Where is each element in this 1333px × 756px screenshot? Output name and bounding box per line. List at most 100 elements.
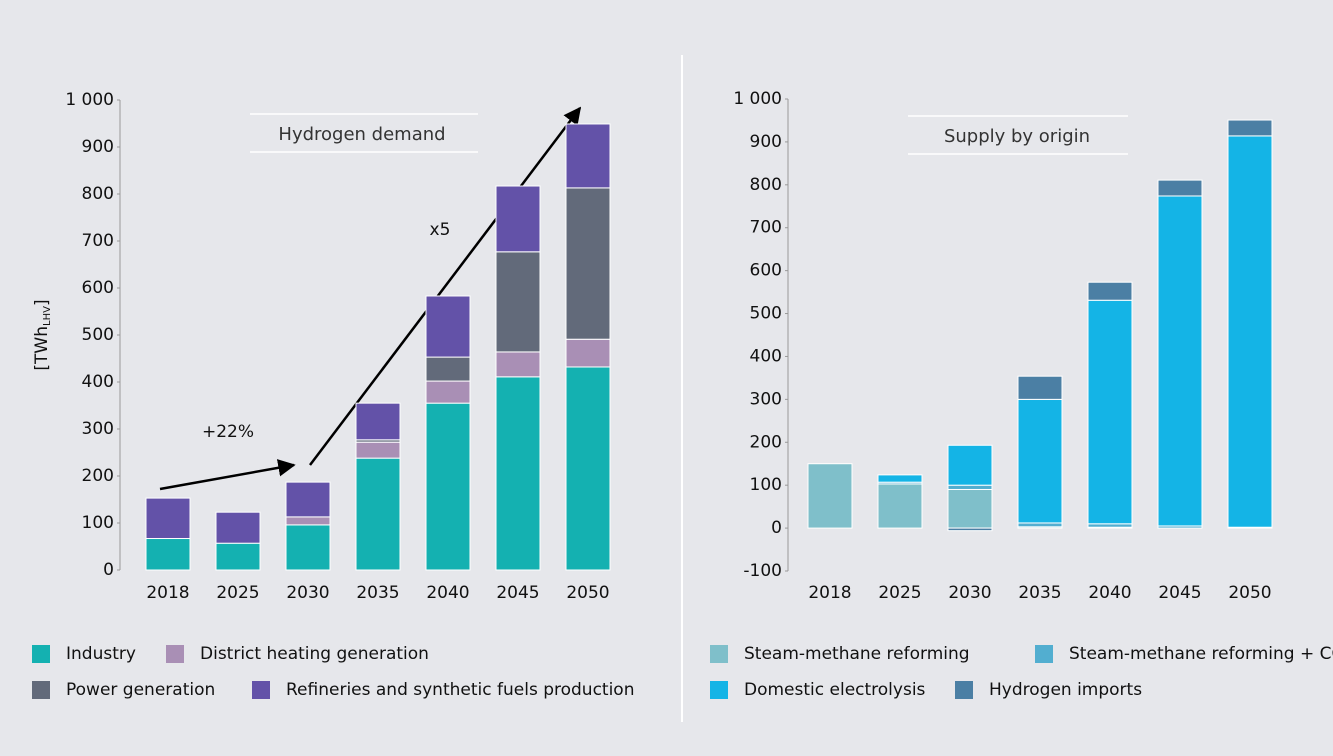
y-tick-label: 200 <box>82 466 114 486</box>
x-tick-label: 2030 <box>286 583 329 603</box>
y-tick-label: 500 <box>82 325 114 345</box>
x-tick-label: 2040 <box>1088 583 1131 603</box>
label-sub: LHV <box>42 306 53 326</box>
y-tick-label: 800 <box>750 175 782 195</box>
y-tick-label: 500 <box>750 304 782 324</box>
y-tick-label: 700 <box>82 231 114 251</box>
bar-segment <box>1227 119 1273 137</box>
bar-segment <box>1017 375 1063 400</box>
y-tick-label: 600 <box>750 261 782 281</box>
bar-segment <box>565 366 611 571</box>
legend-label: Refineries and synthetic fuels productio… <box>286 680 634 700</box>
bar-segment <box>215 511 261 544</box>
bar-segment <box>565 187 611 340</box>
y-tick-label: 800 <box>82 184 114 204</box>
bar-segment <box>285 481 331 518</box>
y-tick-label: 900 <box>750 132 782 152</box>
bar-segment <box>877 483 923 529</box>
x-tick-label: 2025 <box>878 583 921 603</box>
bar-segment <box>495 376 541 571</box>
bar-segment <box>947 484 993 490</box>
bar-segment <box>877 474 923 483</box>
arrow <box>159 459 296 491</box>
bar-segment <box>495 251 541 353</box>
bar-segment <box>1017 522 1063 528</box>
bar-segment <box>565 123 611 189</box>
x-tick-label: 2050 <box>566 583 609 603</box>
bar-segment <box>1157 195 1203 527</box>
bar-segment <box>425 380 471 404</box>
bar-segment <box>495 185 541 253</box>
legend-swatch <box>955 681 973 699</box>
legend-label: Steam-methane reforming <box>744 644 970 664</box>
bar-segment <box>947 488 993 529</box>
bar-segment <box>947 444 993 486</box>
y-tick-label: 700 <box>750 218 782 238</box>
legend-label: Industry <box>66 644 136 664</box>
legend-label: District heating generation <box>200 644 429 664</box>
label-part: [TWh <box>32 326 52 371</box>
bar-segment <box>1157 179 1203 197</box>
y-tick-label: 300 <box>82 419 114 439</box>
bar-segment <box>355 457 401 571</box>
legend-label: Domestic electrolysis <box>744 680 926 700</box>
y-tick-label: 0 <box>771 518 782 538</box>
x-tick-label: 2035 <box>356 583 399 603</box>
legend-label: Hydrogen imports <box>989 680 1142 700</box>
x-tick-label: 2030 <box>948 583 991 603</box>
y-tick-label: 300 <box>750 389 782 409</box>
bar-segment <box>355 402 401 441</box>
y-tick-label: 400 <box>750 346 782 366</box>
y-tick-label: 600 <box>82 278 114 298</box>
x-tick-label: 2025 <box>216 583 259 603</box>
y-tick-label: 0 <box>103 560 114 580</box>
legend-swatch <box>252 681 270 699</box>
bar-segment <box>355 441 401 459</box>
x-tick-label: 2018 <box>808 583 851 603</box>
bar-segment <box>1087 523 1133 528</box>
legend-swatch <box>32 645 50 663</box>
legend-swatch <box>1035 645 1053 663</box>
x-tick-label: 2045 <box>1158 583 1201 603</box>
bar-segment <box>145 497 191 540</box>
bar-segment <box>565 338 611 368</box>
bar-segment <box>425 402 471 571</box>
x-tick-label: 2050 <box>1228 583 1271 603</box>
y-tick-label: 100 <box>750 475 782 495</box>
bar-segment <box>1087 299 1133 525</box>
arrow <box>309 106 582 466</box>
chart-title: Hydrogen demand <box>278 124 445 145</box>
label-part: ] <box>32 299 52 306</box>
chart-title: Supply by origin <box>944 126 1090 147</box>
bar-segment <box>807 463 853 529</box>
legend-label: Steam-methane reforming + CCS <box>1069 644 1333 664</box>
legend-swatch <box>710 645 728 663</box>
bar-segment <box>425 356 471 382</box>
x-tick-label: 2035 <box>1018 583 1061 603</box>
y-tick-label: 100 <box>82 513 114 533</box>
y-tick-label: 400 <box>82 372 114 392</box>
bar-segment <box>285 516 331 526</box>
y-tick-label: 200 <box>750 432 782 452</box>
legend-label: Power generation <box>66 680 215 700</box>
bar-segment <box>1017 398 1063 524</box>
bar-segment <box>145 538 191 571</box>
y-tick-label: 1 000 <box>733 89 782 109</box>
y-tick-label: 900 <box>82 137 114 157</box>
y-tick-label: -100 <box>743 561 782 581</box>
y-tick-label: 1 000 <box>65 90 114 110</box>
legend-swatch <box>32 681 50 699</box>
annotation: +22% <box>202 422 254 442</box>
x-tick-label: 2040 <box>426 583 469 603</box>
legend-swatch <box>710 681 728 699</box>
x-tick-label: 2018 <box>146 583 189 603</box>
legend-swatch <box>166 645 184 663</box>
bar-segment <box>215 542 261 571</box>
bar-segment <box>425 295 471 358</box>
x-tick-label: 2045 <box>496 583 539 603</box>
bar-segment <box>285 524 331 571</box>
annotation: x5 <box>430 220 451 240</box>
bar-segment <box>1087 281 1133 301</box>
bar-segment <box>1227 135 1273 528</box>
